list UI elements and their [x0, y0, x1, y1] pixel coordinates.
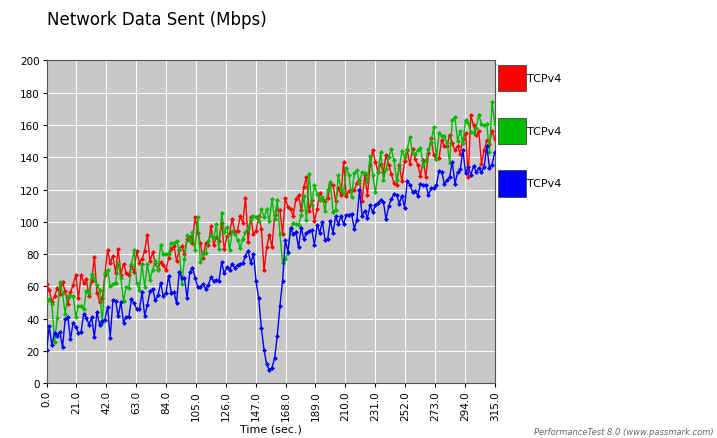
Text: TCPv4: TCPv4	[527, 179, 561, 189]
Text: TCPv4: TCPv4	[527, 127, 561, 136]
Text: TCPv4: TCPv4	[527, 74, 561, 84]
X-axis label: Time (sec.): Time (sec.)	[239, 424, 302, 434]
Text: Network Data Sent (Mbps): Network Data Sent (Mbps)	[47, 11, 266, 29]
Text: PerformanceTest 8.0 (www.passmark.com): PerformanceTest 8.0 (www.passmark.com)	[533, 427, 713, 436]
